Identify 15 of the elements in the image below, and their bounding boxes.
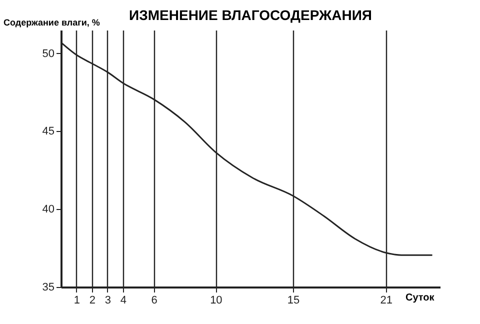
x-tick-label: 15	[287, 294, 300, 306]
x-tick-label: 2	[89, 294, 96, 306]
x-tick-label: 10	[210, 294, 222, 306]
y-tick-label: 45	[42, 126, 54, 138]
x-tick-label: 21	[380, 294, 392, 306]
x-tick-label: 4	[120, 294, 126, 306]
x-tick-label: 1	[74, 294, 80, 306]
y-tick-label: 40	[42, 204, 54, 216]
y-tick-label: 35	[42, 282, 54, 294]
x-axis-title: Суток	[406, 292, 436, 304]
chart-title: ИЗМЕНЕНИЕ ВЛАГОСОДЕРЖАНИЯ	[129, 7, 372, 23]
x-tick-label: 6	[151, 294, 158, 306]
y-axis-title: Содержание влаги, %	[4, 18, 100, 28]
x-tick-label: 3	[104, 294, 111, 306]
y-tick-label: 50	[42, 48, 54, 60]
